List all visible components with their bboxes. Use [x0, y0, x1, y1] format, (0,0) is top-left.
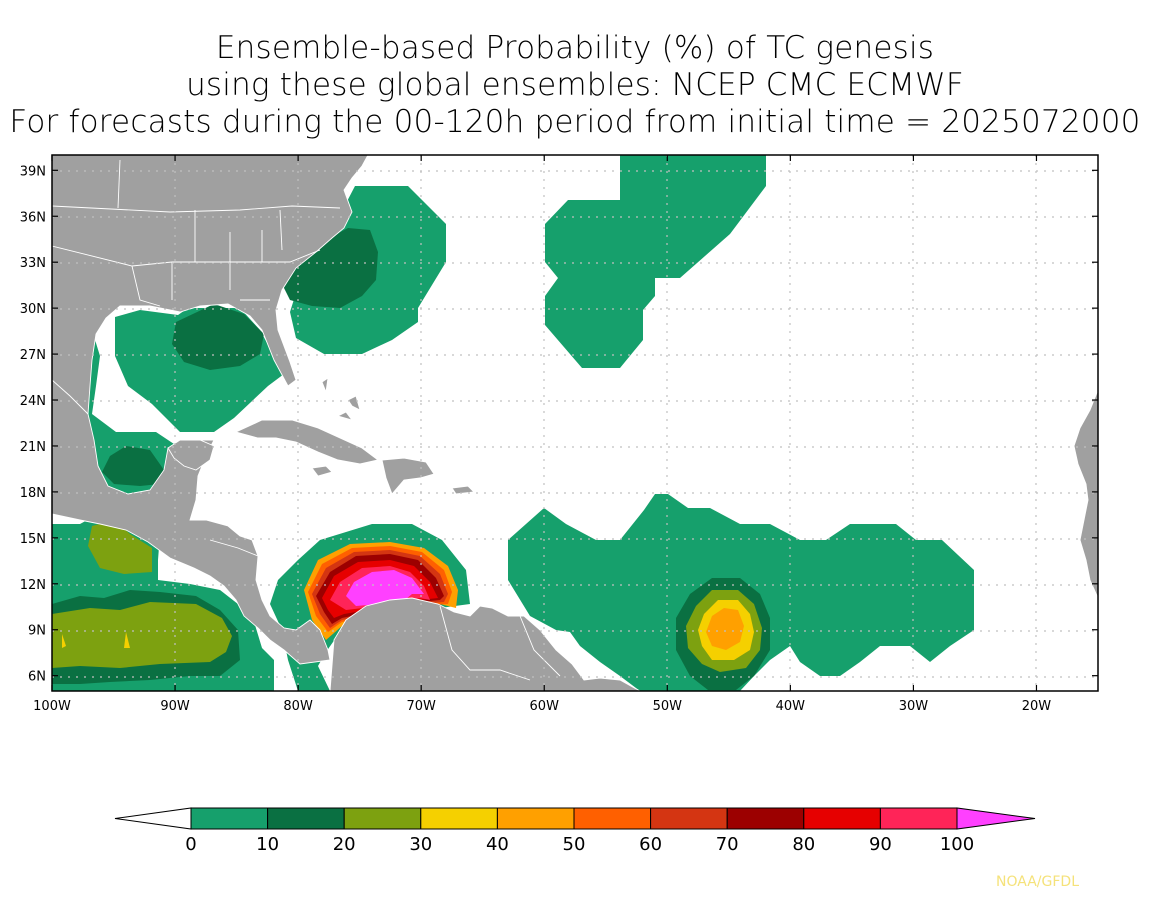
puerto-rico	[451, 485, 475, 495]
jamaica	[311, 465, 333, 477]
prob-band-40-50	[706, 608, 744, 650]
land	[52, 155, 1098, 691]
lat-tick-label: 21N	[20, 440, 46, 455]
colorbar: 0 10 20 30 40 50 60 70 80 90 100	[114, 807, 1036, 855]
lat-tick-label: 36N	[20, 210, 46, 225]
colorbar-level-label: 0	[185, 834, 196, 855]
lon-tick-label: 70W	[406, 699, 436, 714]
title-line-1: Ensemble-based Probability (%) of TC gen…	[215, 30, 935, 66]
colorbar-level-label: 50	[563, 834, 586, 855]
lat-tick-label: 33N	[20, 256, 46, 271]
colorbar-swatch	[726, 807, 805, 830]
colorbar-swatch	[420, 807, 498, 830]
africa	[1073, 389, 1098, 599]
latitude-axis: 39N 36N 33N 30N 27N 24N 21N 18N 15N 12N 9N 6N	[20, 164, 1098, 685]
lon-tick-label: 100W	[33, 699, 71, 714]
colorbar-swatch	[650, 807, 728, 830]
south-america	[329, 597, 641, 691]
lat-tick-label: 30N	[20, 302, 46, 317]
lat-tick-label: 27N	[20, 348, 46, 363]
colorbar-level-label: 40	[486, 834, 509, 855]
lat-tick-label: 12N	[20, 578, 46, 593]
lat-tick-label: 6N	[28, 670, 46, 685]
credit-text: NOAA/GFDL	[996, 874, 1079, 890]
lon-tick-label: 50W	[653, 699, 683, 714]
colorbar-swatch	[803, 807, 881, 830]
lon-tick-label: 20W	[1022, 699, 1052, 714]
colorbar-swatch	[879, 807, 958, 830]
colorbar-swatch	[343, 807, 422, 830]
map-plot-area	[52, 155, 1098, 691]
lat-tick-label: 39N	[20, 164, 46, 179]
lat-tick-label: 18N	[20, 486, 46, 501]
cuba	[234, 419, 380, 465]
colorbar-level-label: 60	[639, 834, 662, 855]
lat-tick-label: 15N	[20, 532, 46, 547]
colorbar-above-triangle	[956, 807, 1036, 830]
longitude-axis: 100W 90W 80W 70W 60W 50W 40W 30W 20W	[33, 155, 1051, 714]
colorbar-swatch	[267, 807, 345, 830]
lat-tick-label: 24N	[20, 394, 46, 409]
prob-core-caribbean	[304, 542, 458, 640]
colorbar-level-label: 80	[792, 834, 815, 855]
map-title: Ensemble-based Probability (%) of TC gen…	[0, 30, 1150, 141]
lon-tick-label: 80W	[283, 699, 313, 714]
yucatan	[167, 439, 215, 471]
bahamas	[321, 377, 361, 421]
colorbar-below-triangle	[114, 807, 192, 830]
colorbar-swatch	[496, 807, 575, 830]
title-line-3: For forecasts during the 00-120h period …	[9, 104, 1141, 140]
lon-tick-label: 40W	[776, 699, 806, 714]
lon-tick-label: 90W	[160, 699, 190, 714]
hispaniola	[381, 457, 435, 495]
lon-tick-label: 30W	[899, 699, 929, 714]
colorbar-level-label: 100	[940, 834, 974, 855]
lon-tick-label: 60W	[530, 699, 560, 714]
colorbar-swatch	[190, 807, 269, 830]
colorbar-level-label: 70	[716, 834, 739, 855]
lat-tick-label: 9N	[28, 624, 46, 639]
colorbar-level-label: 10	[256, 834, 279, 855]
title-line-2: using these global ensembles: NCEP CMC E…	[186, 67, 964, 103]
graticule	[52, 155, 1098, 691]
map-frame	[51, 154, 1099, 692]
colorbar-swatch	[573, 807, 652, 830]
colorbar-level-label: 90	[869, 834, 892, 855]
colorbar-level-label: 20	[333, 834, 356, 855]
political-boundaries	[52, 159, 561, 681]
colorbar-level-label: 30	[409, 834, 432, 855]
